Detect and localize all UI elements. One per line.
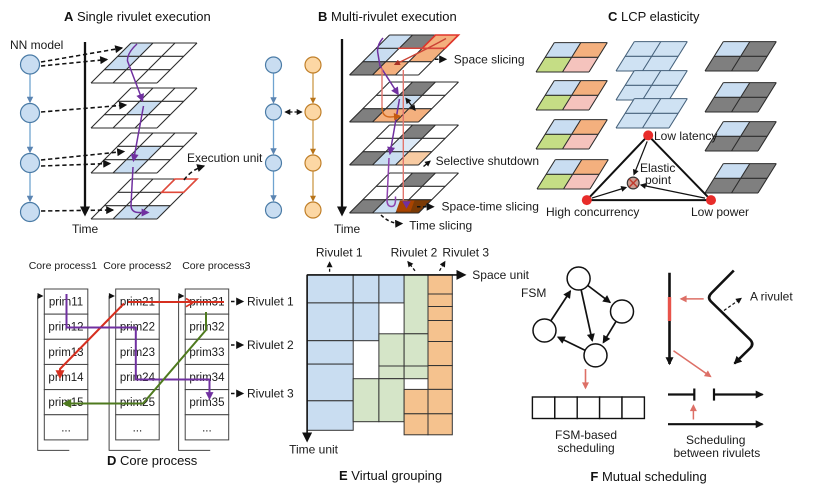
svg-text:NN model: NN model <box>10 38 63 52</box>
svg-text:...: ... <box>202 422 212 434</box>
svg-text:FSM-based: FSM-based <box>555 428 617 442</box>
svg-text:Time: Time <box>72 222 99 236</box>
svg-text:prim35: prim35 <box>189 397 224 409</box>
svg-text:E Virtual grouping: E Virtual grouping <box>339 468 442 483</box>
svg-text:Low latency: Low latency <box>654 129 717 143</box>
svg-text:D Core process: D Core process <box>107 453 198 468</box>
svg-text:A Single rivulet execution: A Single rivulet execution <box>64 9 211 24</box>
svg-text:Rivulet 3: Rivulet 3 <box>442 246 489 260</box>
svg-text:prim22: prim22 <box>120 322 155 334</box>
svg-text:B Multi-rivulet execution: B Multi-rivulet execution <box>318 9 457 24</box>
svg-text:point: point <box>645 173 672 187</box>
svg-text:A rivulet: A rivulet <box>750 290 793 304</box>
svg-text:between rivulets: between rivulets <box>674 446 761 460</box>
svg-text:Rivulet 1: Rivulet 1 <box>316 246 363 260</box>
svg-text:Space unit: Space unit <box>472 268 529 282</box>
svg-text:prim13: prim13 <box>48 347 83 359</box>
svg-text:Elastic: Elastic <box>640 161 675 175</box>
svg-text:...: ... <box>133 422 143 434</box>
svg-text:prim23: prim23 <box>120 347 155 359</box>
svg-text:Space slicing: Space slicing <box>454 52 525 66</box>
svg-text:Rivulet 1: Rivulet 1 <box>247 295 294 309</box>
svg-text:High concurrency: High concurrency <box>546 205 639 219</box>
svg-text:Time slicing: Time slicing <box>409 219 472 233</box>
svg-text:prim14: prim14 <box>48 372 84 384</box>
svg-text:prim34: prim34 <box>189 372 225 384</box>
svg-text:Time: Time <box>334 222 361 236</box>
svg-text:Time unit: Time unit <box>289 443 339 457</box>
svg-text:scheduling: scheduling <box>557 441 614 455</box>
svg-text:F Mutual scheduling: F Mutual scheduling <box>590 469 706 484</box>
svg-text:Low power: Low power <box>691 205 749 219</box>
svg-text:C LCP elasticity: C LCP elasticity <box>608 9 700 24</box>
svg-text:Space-time slicing: Space-time slicing <box>442 200 539 214</box>
svg-text:Rivulet 2: Rivulet 2 <box>247 338 294 352</box>
svg-text:...: ... <box>61 422 71 434</box>
svg-text:FSM: FSM <box>521 286 546 300</box>
svg-text:Core process3: Core process3 <box>182 260 250 272</box>
svg-text:Selective shutdown: Selective shutdown <box>436 154 539 168</box>
svg-text:Core process2: Core process2 <box>103 260 171 272</box>
svg-text:Rivulet 2: Rivulet 2 <box>391 246 438 260</box>
svg-text:prim33: prim33 <box>189 347 224 359</box>
svg-text:Core process1: Core process1 <box>29 260 97 272</box>
svg-text:prim24: prim24 <box>120 372 156 384</box>
svg-text:Rivulet 3: Rivulet 3 <box>247 387 294 401</box>
svg-text:Scheduling: Scheduling <box>686 433 745 447</box>
svg-text:Execution unit: Execution unit <box>187 151 263 165</box>
